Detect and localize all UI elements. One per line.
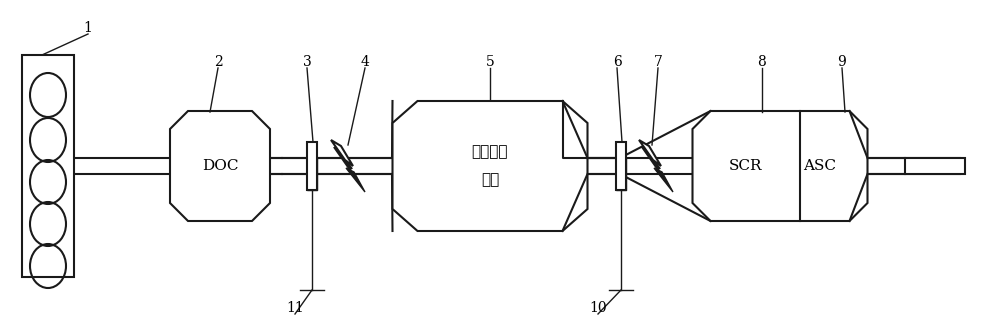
- Polygon shape: [346, 168, 365, 192]
- Text: 7: 7: [654, 55, 662, 69]
- Bar: [905, 158, 965, 174]
- Text: 10: 10: [589, 301, 607, 315]
- Bar: [307, 158, 317, 190]
- Polygon shape: [692, 111, 868, 221]
- Polygon shape: [639, 140, 661, 166]
- Text: 组合式处: 组合式处: [472, 145, 508, 159]
- Text: ASC: ASC: [804, 159, 836, 173]
- Polygon shape: [392, 101, 588, 231]
- Text: 5: 5: [486, 55, 494, 69]
- Text: 4: 4: [361, 55, 369, 69]
- Text: SCR: SCR: [728, 159, 762, 173]
- Bar: [307, 142, 317, 190]
- Text: 9: 9: [838, 55, 846, 69]
- Text: 3: 3: [303, 55, 311, 69]
- Text: 11: 11: [286, 301, 304, 315]
- Bar: [616, 142, 626, 190]
- Text: 2: 2: [214, 55, 222, 69]
- Text: DOC: DOC: [202, 159, 238, 173]
- Text: 6: 6: [613, 55, 621, 69]
- Bar: [616, 158, 626, 190]
- Bar: [22, 55, 74, 277]
- Text: 8: 8: [758, 55, 766, 69]
- Text: 理器: 理器: [481, 173, 499, 187]
- Polygon shape: [170, 111, 270, 221]
- Polygon shape: [654, 168, 673, 192]
- Polygon shape: [331, 140, 353, 166]
- Text: 1: 1: [84, 21, 92, 35]
